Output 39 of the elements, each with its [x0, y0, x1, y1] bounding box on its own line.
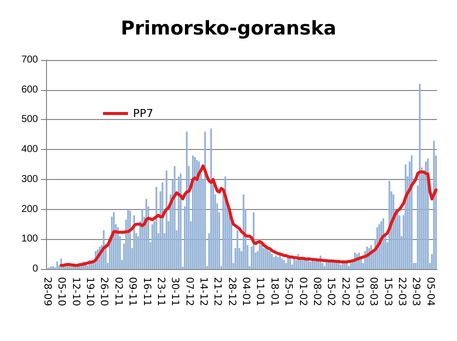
y-tick-label: 200	[21, 204, 38, 215]
x-tick-label: 30-11	[169, 277, 180, 306]
x-tick-label: 23-11	[154, 277, 166, 306]
x-tick-label: 28-09	[42, 277, 53, 306]
x-tick-label: 29-03	[410, 277, 422, 306]
y-tick-label: 500	[21, 114, 38, 126]
chart-title: Primorsko-goranska	[120, 18, 336, 40]
x-tick-label: 22-02	[339, 277, 350, 306]
x-tick-label: 05-04	[424, 277, 436, 306]
x-tick-label: 18-01	[268, 277, 280, 306]
x-tick-label: 09-11	[126, 277, 138, 306]
y-tick-label: 0	[32, 264, 38, 274]
x-tick-label: 25-01	[282, 277, 294, 306]
y-tick-label: 300	[21, 174, 38, 185]
x-tick-label: 12-10	[70, 277, 81, 306]
x-tick-label: 16-11	[140, 277, 152, 306]
x-tick-label: 08-02	[310, 277, 322, 306]
x-tick-label: 22-03	[396, 277, 408, 306]
y-tick-label: 700	[21, 54, 38, 66]
x-tick-label: 14-12	[198, 277, 209, 306]
x-tick-label: 05-10	[56, 277, 67, 306]
x-tick-label: 26-10	[98, 277, 110, 306]
x-tick-label: 15-03	[382, 277, 393, 306]
line-series	[60, 164, 438, 267]
x-tick-label: 08-03	[368, 277, 379, 306]
y-tick-label: 100	[21, 234, 38, 245]
x-tick-label: 11-01	[254, 277, 266, 306]
x-tick-label: 28-12	[226, 277, 237, 306]
x-tick-label: 04-01	[240, 277, 252, 306]
x-tick-label: 15-02	[325, 277, 336, 306]
x-tick-label: 01-02	[296, 277, 308, 306]
x-tick-label: 19-10	[84, 277, 96, 306]
x-tick-label: 02-11	[112, 277, 124, 306]
x-tick-label: 01-03	[354, 277, 365, 306]
legend-label: PP7	[133, 107, 154, 120]
x-tick-label: 07-12	[183, 277, 194, 306]
x-tick-label: 21-12	[212, 277, 223, 306]
y-tick-label: 400	[21, 144, 38, 156]
y-tick-label: 600	[21, 84, 38, 96]
